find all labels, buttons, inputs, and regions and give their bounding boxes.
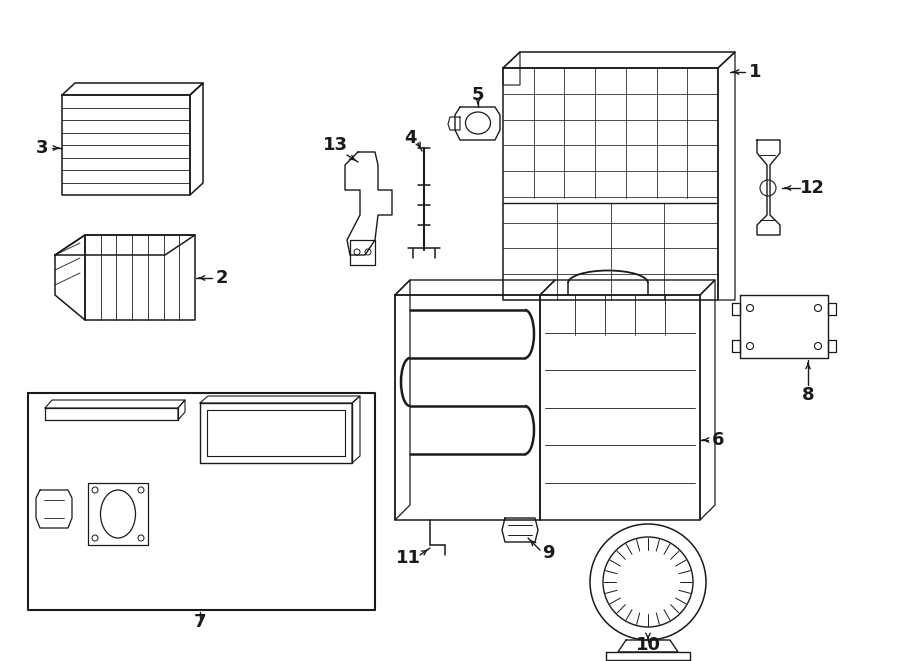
Text: 11: 11	[395, 549, 420, 567]
Text: 2: 2	[216, 269, 229, 287]
Text: 9: 9	[542, 544, 554, 562]
Text: 7: 7	[194, 613, 206, 631]
Text: 12: 12	[799, 179, 824, 197]
Text: 13: 13	[322, 136, 347, 154]
Text: 6: 6	[712, 431, 724, 449]
Text: 3: 3	[36, 139, 49, 157]
Text: 8: 8	[802, 386, 814, 404]
Text: 10: 10	[635, 636, 661, 654]
Text: 1: 1	[749, 63, 761, 81]
Text: 4: 4	[404, 129, 416, 147]
Text: 5: 5	[472, 86, 484, 104]
